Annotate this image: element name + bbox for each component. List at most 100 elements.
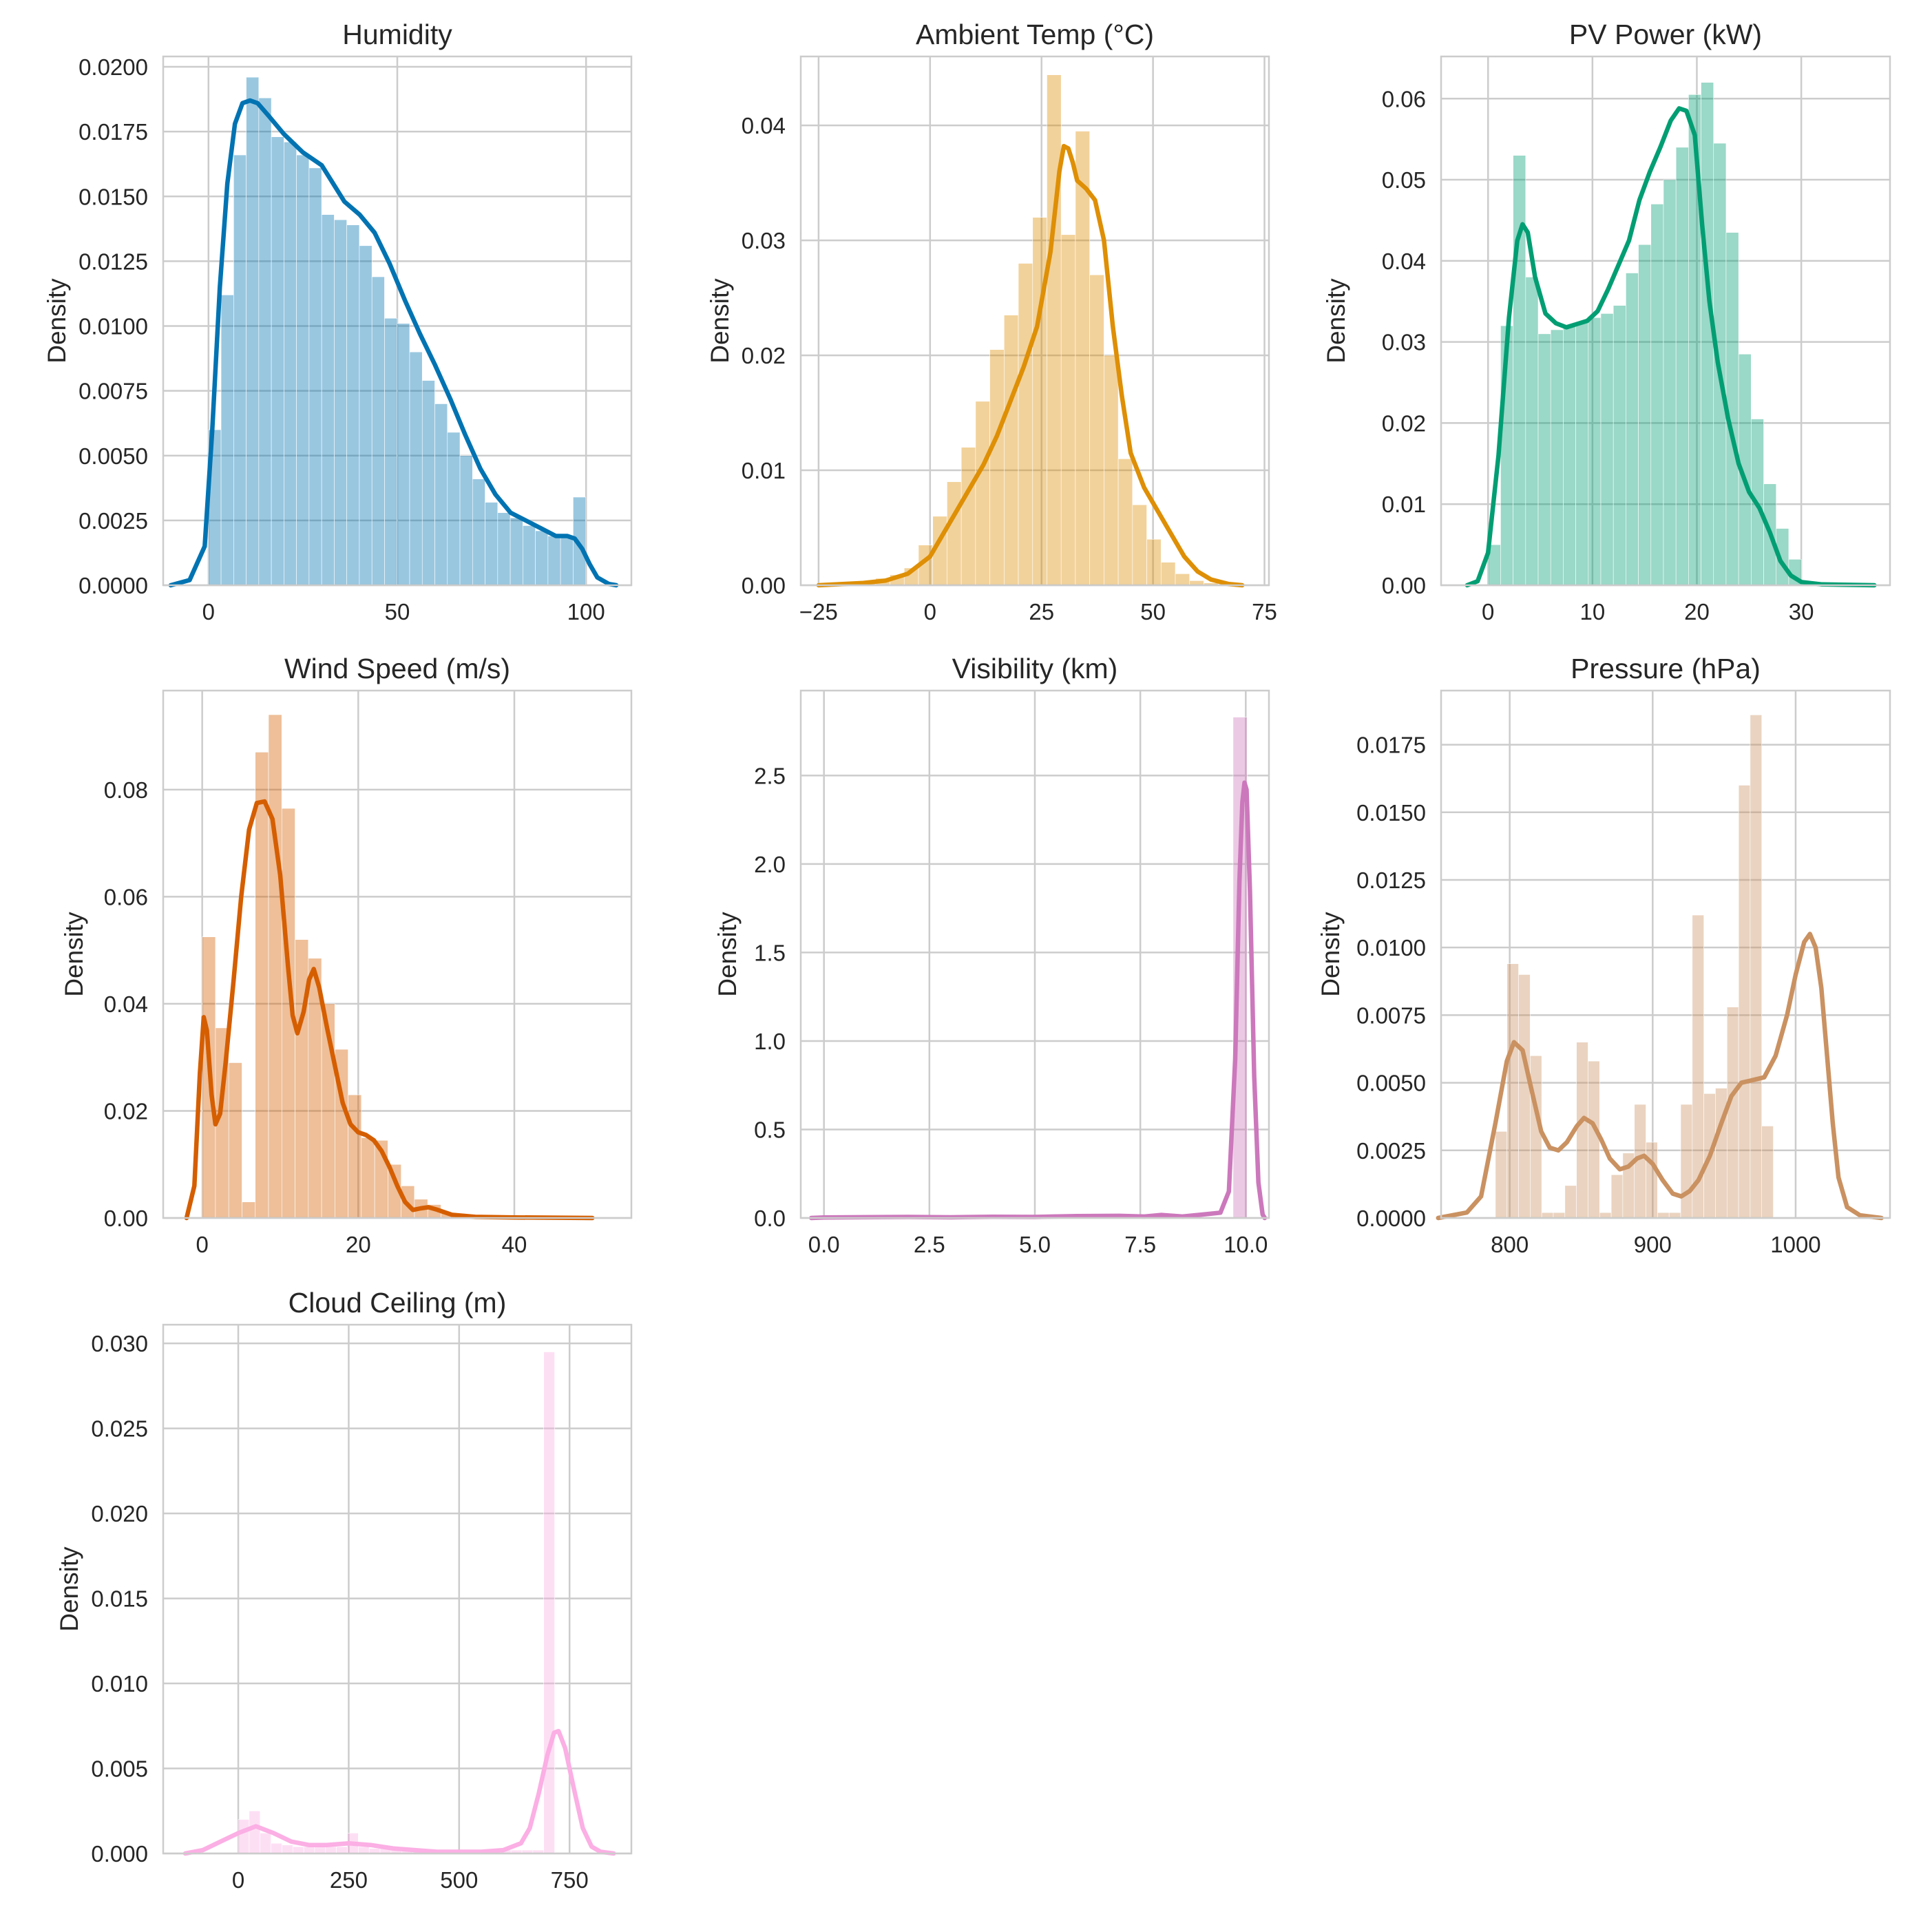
x-tick-label: 0 — [202, 599, 215, 624]
histogram-bar — [296, 154, 310, 586]
histogram-bar — [303, 1846, 315, 1854]
x-tick-label: 30 — [1789, 599, 1814, 624]
histogram-bar — [960, 447, 976, 586]
histogram-bar — [1761, 1126, 1774, 1219]
y-tick-label: 0.020 — [91, 1501, 148, 1526]
y-tick-label: 0.0075 — [1356, 1002, 1426, 1028]
histogram-bar — [434, 403, 448, 586]
histogram-bar — [497, 512, 511, 586]
histogram-bar — [220, 295, 234, 586]
subplot-1: −25 0 25 50 75 0.00 0.01 0.02 0.03 0.04 Ambient Te… — [706, 19, 1277, 624]
y-tick-label: 0.0175 — [78, 119, 148, 145]
y-tick-label: 0.010 — [91, 1671, 148, 1696]
histogram-bar — [1117, 459, 1133, 586]
histogram-bar — [472, 479, 485, 586]
y-tick-label: 0.00 — [104, 1206, 148, 1231]
histogram-bar — [1004, 315, 1019, 586]
histogram-bar — [1132, 504, 1147, 586]
histogram-bar — [346, 224, 360, 586]
histogram-bar — [268, 714, 282, 1219]
histogram-bar — [1089, 274, 1104, 586]
y-tick-label: 0.0025 — [1356, 1138, 1426, 1164]
y-tick-label: 0.0200 — [78, 54, 148, 80]
x-tick-label: 1000 — [1770, 1232, 1820, 1257]
x-tick-label: 100 — [567, 599, 605, 624]
y-tick-label: 0.02 — [1382, 410, 1426, 436]
axes-frame — [162, 689, 633, 1219]
y-tick-label: 0.05 — [1382, 167, 1426, 193]
histogram-bar — [336, 1846, 348, 1854]
histogram-bar — [255, 752, 269, 1219]
histogram-bar — [1550, 329, 1564, 586]
kde-line — [1464, 106, 1877, 588]
histogram-bar — [975, 401, 990, 586]
y-tick-label: 0.0000 — [78, 573, 148, 598]
histogram-bar — [271, 1842, 282, 1854]
histogram-bar — [359, 245, 372, 586]
x-tick-label: 25 — [1029, 599, 1054, 624]
kde-line — [809, 780, 1268, 1221]
histogram-bar — [238, 1819, 250, 1854]
axes-frame — [162, 1323, 633, 1855]
y-axis-label: Density — [60, 912, 88, 997]
histogram-bar — [1506, 963, 1519, 1219]
axes-frame — [1440, 689, 1891, 1219]
histogram-bar — [409, 351, 423, 586]
chart-title: Cloud Ceiling (m) — [288, 1287, 507, 1319]
y-tick-label: 0.0125 — [1356, 868, 1426, 893]
y-tick-label: 2.0 — [754, 852, 786, 877]
histogram-bar — [314, 1846, 326, 1854]
y-tick-label: 0.0175 — [1356, 733, 1426, 758]
y-tick-label: 0.0150 — [1356, 800, 1426, 826]
y-tick-label: 0.0125 — [78, 249, 148, 274]
histogram-bar — [1675, 147, 1689, 586]
axes-frame — [1440, 55, 1891, 587]
y-tick-label: 0.000 — [91, 1841, 148, 1867]
x-tick-label: 2.5 — [914, 1232, 945, 1257]
histogram-bar — [510, 517, 523, 586]
histogram-bar — [1610, 1174, 1624, 1219]
histogram-bar — [1663, 179, 1677, 586]
x-tick-label: 5.0 — [1019, 1232, 1051, 1257]
kde-line — [168, 98, 619, 588]
histogram-bar — [1564, 1185, 1577, 1219]
histogram-bar — [1104, 355, 1119, 586]
histogram-bar — [547, 536, 561, 586]
y-tick-label: 0.0000 — [1356, 1206, 1426, 1231]
chart-title: Visibility (km) — [952, 653, 1118, 684]
axes-frame — [799, 55, 1270, 587]
x-tick-label: 75 — [1252, 599, 1277, 624]
histogram-bar — [1575, 321, 1589, 586]
x-tick-label: 0 — [1482, 599, 1494, 624]
y-tick-label: 0.06 — [1382, 86, 1426, 112]
histogram-bar — [358, 1846, 370, 1854]
kde-line — [184, 799, 595, 1221]
y-tick-label: 0.005 — [91, 1756, 148, 1782]
kde-line — [182, 1728, 616, 1856]
histogram-bar — [271, 136, 284, 586]
x-tick-label: 7.5 — [1124, 1232, 1156, 1257]
histogram-bar — [1060, 234, 1076, 586]
histogram-bar — [947, 481, 962, 586]
x-tick-label: 0 — [196, 1232, 208, 1257]
y-tick-label: 0.04 — [742, 113, 786, 138]
y-tick-label: 0.04 — [1382, 249, 1426, 274]
histogram-bar — [371, 276, 385, 586]
histogram-bar — [1588, 1060, 1600, 1219]
x-tick-label: 0 — [232, 1867, 244, 1893]
histogram-bar — [282, 1845, 293, 1854]
histogram-bar — [325, 1846, 337, 1854]
histogram-bar — [447, 432, 461, 586]
histogram-bar — [485, 502, 498, 586]
histogram-bar — [260, 1833, 271, 1854]
histogram-bar — [284, 141, 297, 586]
y-tick-label: 0.03 — [1382, 330, 1426, 355]
y-tick-label: 0.03 — [742, 228, 786, 253]
histogram-bar — [228, 1062, 242, 1219]
histogram-bar — [1626, 273, 1639, 586]
y-axis-label: Density — [1316, 912, 1345, 997]
histogram-bar — [1650, 204, 1664, 586]
x-tick-label: 20 — [1684, 599, 1710, 624]
kde-line — [1436, 932, 1884, 1221]
x-tick-label: 0 — [924, 599, 936, 624]
